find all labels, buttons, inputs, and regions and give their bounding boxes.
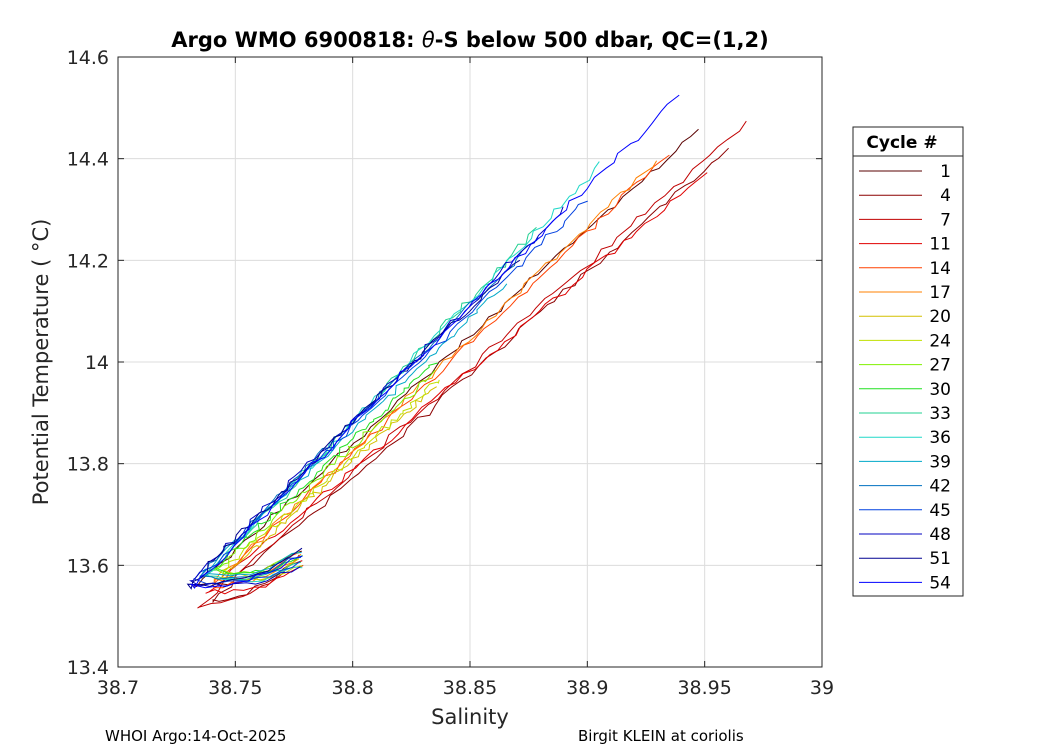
y-tick-label: 13.8 <box>67 454 109 476</box>
x-tick-label: 38.85 <box>443 677 497 699</box>
x-axis-ticks: 38.7 38.75 38.8 38.85 38.9 38.95 39 <box>97 57 834 699</box>
legend-label-17: 17 <box>929 283 951 303</box>
legend-label-4: 4 <box>940 186 951 206</box>
legend-label-48: 48 <box>929 525 951 545</box>
x-tick-label: 39 <box>810 677 834 699</box>
profile-line-cycle-17 <box>213 160 658 583</box>
x-axis-label: Salinity <box>431 705 509 729</box>
y-axis-ticks: 13.4 13.6 13.8 14 14.2 14.4 14.6 <box>67 47 822 679</box>
footer-right: Birgit KLEIN at coriolis <box>578 727 744 745</box>
profile-line-cycle-54 <box>189 94 680 589</box>
legend-label-7: 7 <box>940 210 951 230</box>
legend-label-24: 24 <box>929 331 951 351</box>
y-tick-label: 14 <box>85 352 109 374</box>
legend-label-42: 42 <box>929 477 951 497</box>
legend-label-33: 33 <box>929 404 951 424</box>
legend-label-27: 27 <box>929 356 951 376</box>
legend-label-11: 11 <box>929 235 951 255</box>
profile-line-cycle-1 <box>193 128 699 588</box>
y-tick-label: 14.4 <box>67 149 109 171</box>
legend-label-1: 1 <box>940 162 951 182</box>
legend-label-14: 14 <box>929 259 951 279</box>
profile-lines <box>186 94 747 609</box>
legend-label-45: 45 <box>929 501 951 521</box>
x-tick-label: 38.7 <box>97 677 139 699</box>
footer-left: WHOI Argo:14-Oct-2025 <box>105 727 286 745</box>
profile-line-cycle-24 <box>221 379 440 582</box>
x-tick-label: 38.8 <box>332 677 374 699</box>
grid-lines <box>118 57 822 667</box>
legend: Cycle # 14711141720242730333639424548515… <box>852 126 964 597</box>
legend-box <box>852 126 964 597</box>
y-tick-label: 13.6 <box>67 555 109 577</box>
legend-label-51: 51 <box>929 549 951 569</box>
legend-label-54: 54 <box>929 573 951 593</box>
profile-line-cycle-7 <box>197 120 747 609</box>
chart-title: Argo WMO 6900818: θ-S below 500 dbar, QC… <box>171 28 768 52</box>
x-tick-label: 38.95 <box>677 677 731 699</box>
legend-title: Cycle # <box>866 133 937 153</box>
legend-label-36: 36 <box>929 428 951 448</box>
x-tick-label: 38.9 <box>566 677 608 699</box>
y-tick-label: 13.4 <box>67 657 109 679</box>
profile-line-cycle-51 <box>186 259 521 590</box>
y-tick-label: 14.2 <box>67 250 109 272</box>
legend-label-39: 39 <box>929 452 951 472</box>
legend-label-30: 30 <box>929 380 951 400</box>
x-tick-label: 38.75 <box>208 677 262 699</box>
profile-line-cycle-27 <box>214 369 436 575</box>
y-axis-label: Potential Temperature ( °C) <box>29 219 53 506</box>
legend-label-20: 20 <box>929 307 951 327</box>
y-tick-label: 14.6 <box>67 47 109 69</box>
